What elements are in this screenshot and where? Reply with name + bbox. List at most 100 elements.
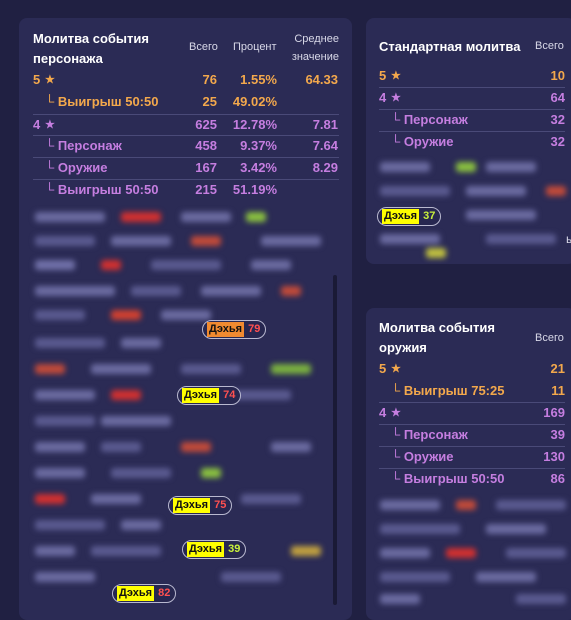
table-row: 5 ★ 10 [366, 65, 571, 87]
table-row: └ Выигрыш 75:25 11 [366, 380, 571, 402]
percent-value: 51.19% [232, 182, 277, 197]
table-row: 4 ★ 625 12.78% 7.81 [19, 114, 352, 136]
blurred-history-list [376, 494, 571, 612]
table-row: 4 ★ 64 [366, 87, 571, 109]
divider [379, 109, 565, 110]
weapon-banner-card: Молитва события оружия Всего 5 ★ 21 └ Вы… [366, 308, 571, 620]
row-label: └ Оружие [391, 134, 454, 149]
total-value: 11 [551, 383, 565, 398]
character-name: Дэхья [187, 542, 225, 557]
pity-count: 74 [223, 389, 236, 401]
row-label: └ Выигрыш 75:25 [391, 383, 505, 398]
total-value: 21 [550, 361, 565, 376]
star-icon: ★ [391, 407, 401, 419]
row-label: └ Выигрыш 50:50 [45, 182, 159, 197]
star-icon: ★ [391, 92, 401, 104]
table-row: └ Персонаж 39 [366, 424, 571, 446]
table-row: 4 ★ 169 [366, 402, 571, 424]
total-value: 32 [550, 134, 565, 149]
percent-value: 49.02% [232, 94, 277, 109]
table-row: └ Оружие 130 [366, 446, 571, 468]
percent-value: 1.55% [240, 72, 277, 87]
row-label: └ Оружие [45, 160, 108, 175]
standard-banner-title: Стандартная молитва [379, 39, 521, 54]
row-label: └ Выигрыш 50:50 [45, 94, 159, 109]
total-value: 39 [550, 427, 565, 442]
table-row: └ Персонаж 458 9.37% 7.64 [19, 135, 352, 157]
divider [33, 135, 339, 136]
avg-value: 7.64 [312, 138, 338, 153]
rarity-label: 5 [33, 72, 41, 87]
star-icon: ★ [391, 363, 401, 375]
total-value: 215 [195, 182, 217, 197]
scrollbar-track[interactable] [333, 275, 337, 605]
character-banner-title: Молитва события персонажа [33, 31, 149, 66]
total-value: 10 [550, 68, 565, 83]
star-icon: ★ [45, 119, 55, 131]
total-value: 167 [195, 160, 217, 175]
divider [33, 114, 339, 115]
total-value: 25 [202, 94, 217, 109]
avg-value: 64.33 [305, 72, 338, 87]
total-value: 32 [550, 112, 565, 127]
blurred-history-list [31, 206, 331, 616]
table-row: └ Выигрыш 50:50 86 [366, 468, 571, 490]
row-label: └ Выигрыш 50:50 [391, 471, 505, 486]
character-name: Дэхья [382, 209, 420, 224]
total-value: 458 [195, 138, 217, 153]
blurred-history-list [376, 156, 571, 258]
col-total-header: Всего [189, 41, 218, 53]
col-avg-header: Среднее значение [291, 33, 339, 63]
character-name: Дэхья [173, 498, 211, 513]
five-star-pity-badge: Дэхья 74 [177, 386, 242, 405]
col-total-header: Всего [535, 332, 564, 344]
percent-value: 9.37% [240, 138, 277, 153]
table-row: └ Оружие 32 [366, 131, 571, 153]
total-value: 169 [543, 405, 565, 420]
divider [379, 402, 565, 403]
five-star-pity-badge: Дэхья 79 [202, 320, 267, 339]
table-row: 5 ★ 21 [366, 358, 571, 380]
avg-value: 8.29 [312, 160, 338, 175]
table-row: └ Персонаж 32 [366, 109, 571, 131]
rarity-label: 4 [379, 405, 387, 420]
five-star-pity-badge: Дэхья 75 [168, 496, 233, 515]
divider [379, 131, 565, 132]
row-label: └ Персонаж [391, 427, 468, 442]
divider [33, 179, 339, 180]
col-percent-header: Процент [233, 41, 277, 53]
pity-count: 75 [214, 499, 227, 511]
divider [379, 87, 565, 88]
pity-count: 37 [423, 210, 436, 222]
table-row: 5 ★ 76 1.55% 64.33 [19, 69, 352, 91]
table-row: └ Оружие 167 3.42% 8.29 [19, 157, 352, 179]
divider [33, 157, 339, 158]
cut-off-text: ы [566, 232, 571, 246]
total-value: 130 [543, 449, 565, 464]
character-banner-card: Молитва события персонажа Всего Процент … [19, 18, 352, 620]
divider [379, 468, 565, 469]
divider [379, 446, 565, 447]
total-value: 86 [550, 471, 565, 486]
rarity-label: 4 [379, 90, 387, 105]
table-row: └ Выигрыш 50:50 215 51.19% [19, 179, 352, 201]
standard-banner-card: Стандартная молитва Всего 5 ★ 10 4 ★ 64 … [366, 18, 571, 264]
avg-value: 7.81 [312, 117, 338, 132]
five-star-pity-badge: Дэхья 82 [112, 584, 177, 603]
col-total-header: Всего [535, 40, 564, 52]
divider [379, 424, 565, 425]
pity-count: 39 [228, 543, 241, 555]
star-icon: ★ [391, 70, 401, 82]
rarity-label: 5 [379, 68, 387, 83]
five-star-pity-badge: Дэхья 37 [377, 207, 442, 226]
row-label: └ Оружие [391, 449, 454, 464]
table-row: └ Выигрыш 50:50 25 49.02% [19, 91, 352, 113]
total-value: 76 [202, 72, 217, 87]
weapon-banner-title: Молитва события оружия [379, 320, 495, 355]
pity-count: 82 [158, 587, 171, 599]
row-label: └ Персонаж [45, 138, 122, 153]
character-name: Дэхья [182, 388, 220, 403]
rarity-label: 5 [379, 361, 387, 376]
total-value: 64 [550, 90, 565, 105]
total-value: 625 [195, 117, 217, 132]
